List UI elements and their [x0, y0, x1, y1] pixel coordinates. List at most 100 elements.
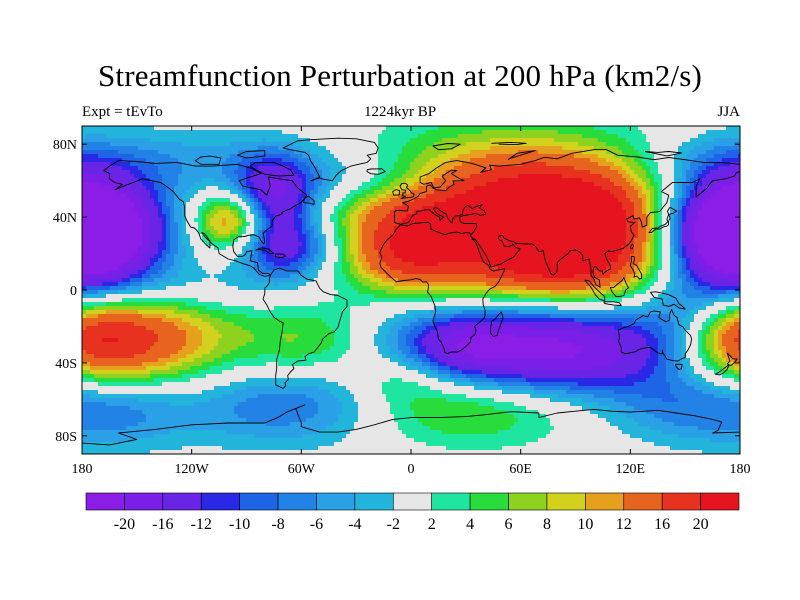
- field-cell: [678, 178, 687, 183]
- field-cell: [242, 190, 247, 195]
- field-cell: [166, 362, 183, 367]
- field-cell: [350, 214, 359, 219]
- field-cell: [658, 206, 663, 211]
- field-cell: [378, 146, 403, 151]
- field-cell: [594, 146, 619, 151]
- field-cell: [146, 266, 151, 271]
- field-cell: [450, 354, 475, 359]
- field-cell: [382, 202, 403, 207]
- field-cell: [686, 178, 691, 183]
- field-cell: [154, 202, 163, 207]
- field-cell: [666, 350, 675, 355]
- field-cell: [422, 422, 515, 427]
- field-cell: [686, 342, 699, 347]
- field-cell: [626, 242, 635, 247]
- field-cell: [186, 230, 199, 235]
- field-cell: [662, 326, 675, 331]
- field-cell: [342, 218, 351, 223]
- field-cell: [706, 150, 727, 155]
- field-cell: [514, 414, 547, 419]
- field-cell: [502, 386, 535, 391]
- field-cell: [706, 158, 723, 163]
- field-cell: [158, 214, 167, 219]
- field-cell: [194, 402, 239, 407]
- field-cell: [582, 406, 611, 411]
- field-cell: [670, 242, 675, 247]
- field-cell: [170, 250, 179, 255]
- field-cell: [334, 330, 351, 335]
- field-cell: [298, 246, 307, 251]
- field-cell: [654, 190, 659, 195]
- field-cell: [374, 274, 387, 279]
- field-cell: [642, 154, 655, 159]
- field-cell: [546, 414, 599, 419]
- field-cell: [658, 246, 663, 251]
- field-cell: [634, 290, 647, 295]
- field-cell: [402, 150, 423, 155]
- field-cell: [650, 250, 655, 255]
- field-cell: [686, 254, 695, 259]
- field-cell: [306, 250, 311, 255]
- field-cell: [338, 418, 359, 423]
- field-cell: [106, 302, 187, 307]
- field-cell: [722, 358, 727, 363]
- field-cell: [642, 302, 659, 307]
- field-cell: [90, 366, 147, 371]
- field-cell: [306, 282, 335, 287]
- field-cell: [326, 246, 339, 251]
- field-cell: [186, 254, 195, 259]
- field-cell: [86, 314, 99, 319]
- field-cell: [242, 186, 251, 191]
- field-cell: [650, 238, 655, 243]
- field-cell: [222, 218, 227, 223]
- field-cell: [254, 238, 259, 243]
- field-cell: [634, 418, 663, 423]
- field-cell: [282, 354, 303, 359]
- field-cell: [662, 238, 671, 243]
- field-cell: [82, 298, 123, 303]
- field-cell: [730, 398, 740, 403]
- field-cell: [706, 258, 740, 263]
- field-cell: [722, 390, 740, 395]
- field-cell: [306, 242, 311, 247]
- field-cell: [402, 326, 415, 331]
- field-cell: [82, 386, 215, 391]
- field-cell: [710, 438, 740, 443]
- field-cell: [222, 162, 239, 167]
- field-cell: [298, 258, 307, 263]
- field-cell: [342, 402, 359, 407]
- field-cell: [358, 406, 391, 411]
- field-cell: [386, 342, 399, 347]
- field-cell: [318, 166, 331, 171]
- field-cell: [354, 210, 363, 215]
- field-cell: [378, 142, 407, 147]
- field-cell: [294, 226, 303, 231]
- field-cell: [486, 274, 543, 279]
- field-cell: [402, 430, 443, 435]
- field-cell: [146, 210, 159, 215]
- field-cell: [706, 326, 711, 331]
- field-cell: [354, 194, 367, 199]
- field-cell: [634, 250, 643, 255]
- field-cell: [90, 370, 151, 375]
- field-cell: [254, 182, 267, 187]
- field-cell: [182, 218, 187, 223]
- field-cell: [358, 198, 371, 203]
- field-cell: [718, 318, 727, 323]
- field-cell: [274, 282, 279, 287]
- field-cell: [162, 254, 167, 259]
- field-cell: [618, 358, 647, 363]
- field-cell: [206, 234, 215, 239]
- field-cell: [222, 318, 323, 323]
- field-cell: [270, 274, 291, 279]
- field-cell: [202, 338, 219, 343]
- coastlines: [82, 137, 740, 446]
- field-cell: [410, 322, 423, 327]
- field-cell: [102, 338, 119, 343]
- field-cell: [650, 286, 667, 291]
- field-cell: [306, 218, 311, 223]
- coastline: [366, 168, 386, 175]
- field-cell: [250, 210, 255, 215]
- field-cell: [554, 426, 619, 431]
- field-cell: [274, 222, 295, 227]
